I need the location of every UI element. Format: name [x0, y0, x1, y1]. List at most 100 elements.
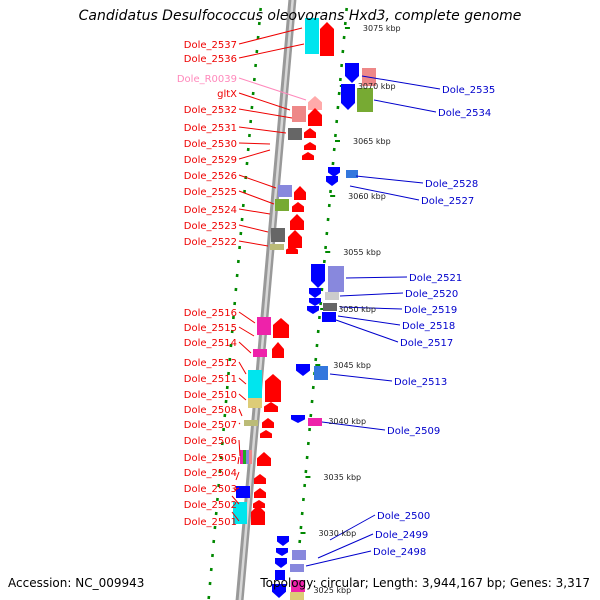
gene-box	[290, 564, 304, 572]
reverse-gene-arrow	[309, 288, 321, 298]
gene-box	[278, 185, 292, 197]
left-gene-label: Dole_2511	[184, 374, 237, 385]
rna-gene-arrow	[308, 96, 322, 110]
right-leader-line	[337, 315, 401, 326]
reverse-gene-arrow	[326, 176, 338, 186]
left-leader-line	[231, 495, 240, 505]
forward-gene-arrow	[273, 318, 289, 338]
left-gene-label: Dole_2507	[184, 420, 237, 431]
forward-gene-arrow	[292, 202, 304, 212]
right-gene-label: Dole_2527	[421, 196, 474, 207]
forward-gene-arrow	[260, 430, 272, 438]
reverse-gene-arrow	[277, 536, 289, 546]
left-leader-line	[237, 456, 240, 465]
forward-gene-arrow	[251, 505, 265, 525]
left-gene-label: Dole_2523	[184, 221, 237, 232]
left-leader-line	[238, 43, 305, 59]
kbp-label: 3050 kbp	[338, 305, 376, 314]
left-leader-line	[231, 511, 240, 522]
left-gene-label: Dole_2524	[184, 205, 237, 216]
kbp-label: 3060 kbp	[348, 192, 386, 201]
left-gene-label: Dole_2502	[184, 500, 237, 511]
reverse-gene-arrow	[341, 84, 355, 110]
left-gene-label: Dole_2503	[184, 484, 237, 495]
forward-gene-arrow	[308, 108, 322, 126]
left-gene-label: Dole_2514	[184, 338, 237, 349]
gene-box	[271, 228, 285, 242]
forward-gene-arrow	[304, 128, 316, 138]
gene-box	[323, 303, 337, 311]
reverse-gene-arrow	[272, 584, 286, 598]
right-leader-line	[355, 175, 424, 184]
left-gene-label: Dole_2531	[184, 123, 237, 134]
reverse-gene-arrow	[275, 558, 287, 568]
left-gene-label: Dole_2532	[184, 105, 237, 116]
gene-box	[328, 266, 344, 292]
left-gene-label: Dole_2525	[184, 187, 237, 198]
reverse-gene-arrow	[307, 306, 319, 314]
kbp-label: 3070 kbp	[358, 82, 396, 91]
right-gene-label: Dole_2499	[375, 530, 428, 541]
left-leader-line	[238, 108, 293, 119]
left-gene-label: Dole_2510	[184, 390, 237, 401]
left-gene-label: Dole_2536	[184, 54, 237, 65]
right-leader-line	[329, 514, 376, 541]
right-gene-label: Dole_2513	[394, 377, 447, 388]
reverse-gene-arrow	[291, 415, 305, 423]
forward-gene-arrow	[254, 474, 266, 484]
left-leader-line	[238, 341, 252, 354]
kbp-label: 3045 kbp	[333, 361, 371, 370]
forward-gene-arrow	[272, 342, 284, 358]
reverse-gene-arrow	[309, 298, 321, 306]
right-leader-line	[335, 319, 399, 343]
right-leader-line	[361, 75, 441, 90]
gene-box	[270, 244, 284, 250]
forward-gene-arrow	[288, 230, 302, 248]
forward-gene-arrow	[262, 418, 274, 428]
forward-gene-arrow	[320, 22, 334, 56]
gene-box	[308, 418, 322, 426]
left-leader-line	[238, 377, 247, 385]
right-gene-label: Dole_2534	[438, 108, 491, 119]
gene-box	[246, 450, 249, 464]
right-leader-line	[339, 306, 403, 310]
forward-gene-arrow	[286, 246, 298, 254]
left-leader-line	[238, 77, 307, 101]
feature-layer	[233, 18, 376, 600]
forward-gene-arrow	[264, 402, 278, 412]
gene-box	[292, 550, 306, 560]
kbp-label: 3030 kbp	[318, 529, 356, 538]
accession-text: Accession: NC_009943	[8, 576, 145, 590]
kbp-label: 3035 kbp	[323, 473, 361, 482]
kbp-label: 3075 kbp	[363, 24, 401, 33]
left-gene-label: Dole_2526	[184, 171, 237, 182]
left-gene-label: Dole_2522	[184, 237, 237, 248]
gene-box	[346, 170, 358, 178]
left-leader-line	[233, 487, 240, 491]
reverse-gene-arrow	[311, 264, 325, 288]
left-leader-line	[238, 408, 243, 417]
forward-gene-arrow	[254, 488, 266, 498]
gene-box	[314, 366, 328, 380]
reverse-gene-arrow	[328, 167, 340, 177]
left-gene-label: Dole_2512	[184, 358, 237, 369]
right-gene-label: Dole_2498	[373, 547, 426, 558]
gene-box	[305, 18, 319, 54]
left-leader-line	[238, 311, 256, 324]
gene-box	[325, 292, 339, 300]
right-leader-line	[329, 373, 393, 382]
left-gene-label: Dole_2530	[184, 139, 237, 150]
right-leader-line	[373, 99, 437, 113]
left-gene-label: Dole_2506	[184, 436, 237, 447]
gene-box	[275, 570, 285, 580]
forward-gene-arrow	[265, 374, 281, 402]
gene-box	[322, 312, 336, 322]
gene-box	[275, 199, 289, 211]
right-leader-line	[339, 292, 404, 297]
gene-box	[257, 317, 271, 335]
kbp-label: 3025 kbp	[313, 586, 351, 595]
gene-box	[249, 450, 252, 464]
right-gene-label: Dole_2521	[409, 273, 462, 284]
right-gene-label: Dole_2500	[377, 511, 430, 522]
